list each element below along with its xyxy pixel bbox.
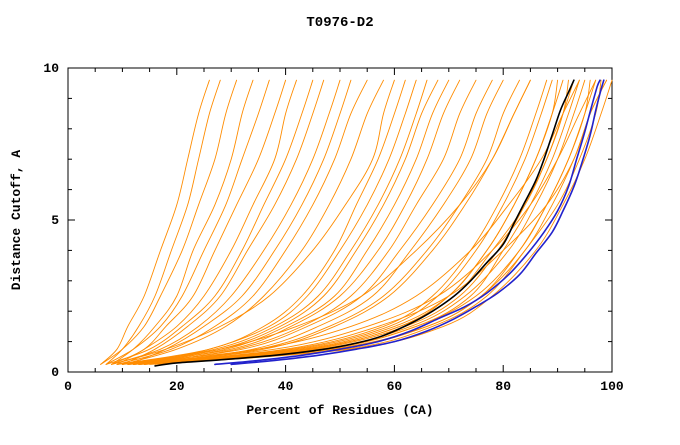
- model-curve-orange: [116, 79, 531, 365]
- model-curve-orange: [111, 79, 395, 365]
- x-tick-label: 0: [64, 379, 72, 394]
- model-curve-orange: [121, 79, 461, 365]
- model-curve-orange: [127, 79, 493, 365]
- y-tick-label: 0: [51, 365, 59, 380]
- x-tick-label: 20: [169, 379, 185, 394]
- y-axis-label: Distance Cutoff, A: [9, 150, 24, 291]
- model-curve-blue-model-1: [230, 79, 605, 366]
- y-tick-label: 5: [51, 213, 59, 228]
- model-curve-orange: [116, 79, 368, 365]
- model-curve-orange: [105, 79, 314, 365]
- model-curve-orange: [127, 79, 548, 365]
- plot-area: 0 20 40 60 80 100 0 5 10: [43, 61, 624, 394]
- model-curve-orange: [143, 79, 504, 365]
- x-tick-label: 100: [600, 379, 624, 394]
- model-curve-orange: [121, 79, 384, 365]
- model-curve-orange: [132, 79, 586, 365]
- model-curve-orange: [127, 79, 608, 365]
- model-curve-orange: [100, 79, 238, 365]
- model-curve-orange: [132, 79, 575, 365]
- model-curve-orange: [105, 79, 270, 365]
- model-curve-orange: [111, 79, 341, 365]
- model-curve-orange: [154, 79, 613, 365]
- model-curve-orange: [116, 79, 406, 365]
- model-curve-orange: [127, 79, 352, 365]
- x-tick-label: 40: [278, 379, 294, 394]
- model-curve-orange: [121, 79, 325, 365]
- model-curve-orange: [105, 79, 221, 365]
- model-curve-orange: [143, 79, 569, 365]
- model-curve-orange: [143, 79, 591, 365]
- x-tick-label: 60: [387, 379, 403, 394]
- model-curve-orange: [132, 79, 553, 365]
- model-curve-black-model: [154, 79, 575, 367]
- model-curve-orange: [121, 79, 428, 365]
- model-curve-orange: [121, 79, 597, 365]
- model-curve-orange: [132, 79, 520, 365]
- x-axis-label: Percent of Residues (CA): [246, 403, 433, 418]
- model-curve-orange: [138, 79, 477, 365]
- x-tick-label: 80: [495, 379, 511, 394]
- model-curve-orange: [111, 79, 254, 365]
- model-curve-orange: [138, 79, 531, 365]
- model-curve-orange: [100, 79, 210, 365]
- model-curve-orange: [132, 79, 450, 365]
- chart-title: T0976-D2: [306, 15, 373, 31]
- model-curve-orange: [111, 79, 287, 365]
- model-curve-orange: [116, 79, 297, 365]
- model-curve-blue-model-2: [214, 79, 601, 366]
- y-tick-label: 10: [43, 61, 59, 76]
